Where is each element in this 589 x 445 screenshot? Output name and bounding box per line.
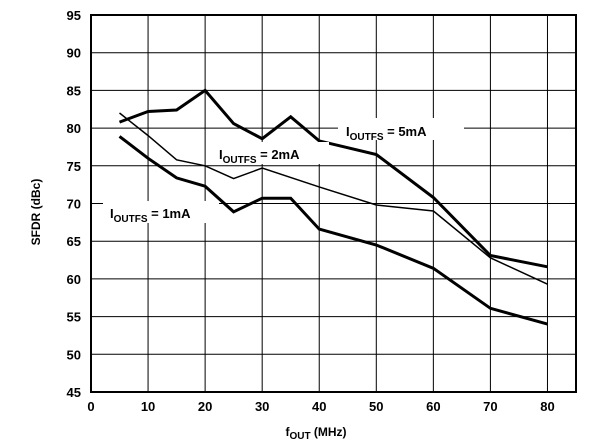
label-bg-2ma xyxy=(211,142,329,164)
x-tick-label: 10 xyxy=(141,399,155,414)
series-label-1ma: IOUTFS = 1mA xyxy=(110,206,191,225)
series-line-5ma xyxy=(118,88,548,269)
x-tick-label: 40 xyxy=(312,399,326,414)
y-tick-label: 85 xyxy=(67,83,81,98)
grid xyxy=(90,14,576,393)
x-axis-label: fOUT (MHz) xyxy=(285,425,346,442)
y-tick-label: 75 xyxy=(67,159,81,174)
x-tick-labels: 0 10 20 30 40 50 60 70 80 xyxy=(87,399,554,414)
y-tick-label: 80 xyxy=(67,121,81,136)
x-tick-label: 0 xyxy=(87,399,94,414)
plot-frame xyxy=(90,14,577,393)
series-layer xyxy=(118,88,548,326)
y-tick-label: 70 xyxy=(67,197,81,212)
y-axis-label: SFDR (dBc) xyxy=(29,179,43,246)
x-tick-label: 70 xyxy=(483,399,497,414)
y-tick-label: 95 xyxy=(67,8,81,23)
y-tick-labels: 45 50 55 60 65 70 75 80 85 90 95 xyxy=(67,8,81,400)
series-line-1ma xyxy=(118,135,548,326)
label-bg-5ma xyxy=(338,118,464,140)
y-tick-label: 55 xyxy=(67,310,81,325)
y-tick-label: 45 xyxy=(67,385,81,400)
y-tick-label: 90 xyxy=(67,46,81,61)
x-tick-label: 20 xyxy=(198,399,212,414)
series-line-2ma xyxy=(119,112,548,285)
series-label-2ma: IOUTFS = 2mA xyxy=(219,147,300,166)
y-tick-label: 65 xyxy=(67,234,81,249)
x-tick-label: 50 xyxy=(369,399,383,414)
x-tick-label: 60 xyxy=(426,399,440,414)
series-label-5ma: IOUTFS = 5mA xyxy=(346,124,427,143)
x-tick-label: 30 xyxy=(255,399,269,414)
label-bg-1ma xyxy=(103,201,219,223)
y-tick-label: 60 xyxy=(67,272,81,287)
y-tick-label: 50 xyxy=(67,347,81,362)
x-tick-label: 80 xyxy=(540,399,554,414)
